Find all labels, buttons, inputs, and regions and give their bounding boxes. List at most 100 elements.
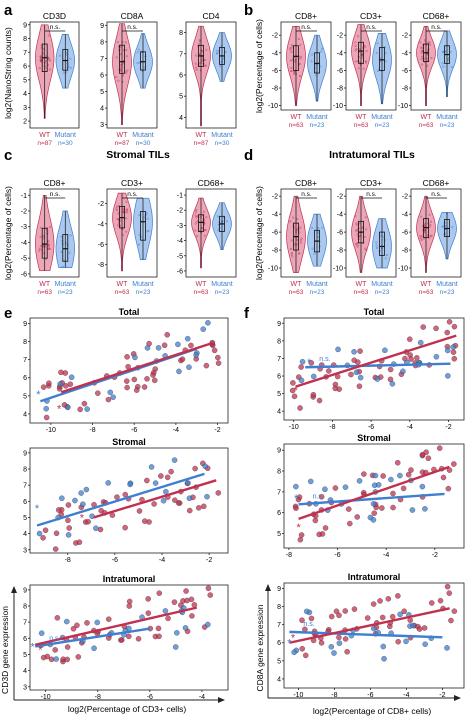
scatter-xtick-label: -8 xyxy=(331,692,337,699)
scatter-point-mutant xyxy=(185,480,191,486)
scatter-point-wt xyxy=(124,354,130,360)
violin-tick-label: -8 xyxy=(402,248,408,255)
scatter-point-mutant xyxy=(331,650,337,656)
scatter-point-mutant xyxy=(152,480,159,486)
scatter-point-wt xyxy=(205,585,212,591)
violin-tick-label: -4 xyxy=(402,212,408,219)
scatter-ytick-label: 4 xyxy=(277,409,281,416)
violin-point-wt xyxy=(354,44,357,47)
scatter-point-wt xyxy=(333,608,340,615)
scatter-ytick-label: 5 xyxy=(23,515,27,522)
xlabel-wt: WT xyxy=(39,281,51,288)
violin-group-d: log2(Percentage of cells) CD8+ -2 -4 -6 -8 -10… xyxy=(254,178,462,296)
violin-point-wt xyxy=(115,207,118,210)
violin-ylabel: log2(Percentage of cells) xyxy=(3,186,13,280)
scatter-point-mutant xyxy=(78,490,84,496)
scatter-point-wt xyxy=(347,520,353,527)
scatter-point-mutant xyxy=(59,495,65,501)
scatter-point-mutant xyxy=(38,630,45,636)
violin-point-wt xyxy=(365,249,368,252)
scatter-title: Total xyxy=(364,307,385,317)
violin-point-wt xyxy=(204,64,207,67)
scatter-point-mutant xyxy=(356,478,363,484)
scatter-ytick-label: 9 xyxy=(23,587,27,594)
scatter-point-wt xyxy=(168,468,174,475)
scatter-title: Stromal xyxy=(112,437,146,447)
xlabel-wt: WT xyxy=(421,114,433,121)
violin-point-mutant xyxy=(311,247,314,250)
violin-frame xyxy=(185,188,237,278)
violin-point-wt xyxy=(429,220,432,223)
violin-tick-label: -1 xyxy=(177,193,183,200)
violin-box-wt xyxy=(293,45,299,71)
count-wt: n=63 xyxy=(354,289,369,296)
scatter-xtick-label: -4 xyxy=(173,427,179,434)
scatter-point-wt xyxy=(408,356,414,362)
scatter-point-mutant xyxy=(353,369,360,376)
violin-title: CD68+ xyxy=(423,178,450,188)
violin-tick-label: 5 xyxy=(23,77,27,84)
violin-frame xyxy=(29,21,80,129)
scatter-xtick-label: -10 xyxy=(293,692,303,699)
violin-point-mutant xyxy=(317,227,320,230)
scatter-ytick-label: 9 xyxy=(277,321,281,328)
violin-frame xyxy=(280,188,332,278)
violin-point-wt xyxy=(115,56,118,59)
violin-point-wt xyxy=(300,55,303,58)
violin-point-wt xyxy=(364,247,367,250)
scatter-point-wt xyxy=(419,451,426,458)
scatter-point-wt xyxy=(158,473,164,479)
scatter-point-mutant xyxy=(351,349,357,355)
violin-point-wt xyxy=(354,41,357,44)
scatter-point-wt xyxy=(342,608,348,614)
violin-tick-label: 4 xyxy=(179,115,183,122)
violin-tick-label: -4 xyxy=(98,221,104,228)
scatter-point-wt xyxy=(133,387,140,393)
violin-point-wt xyxy=(419,41,422,44)
scatter-point-wt xyxy=(40,535,46,541)
violin-tick-label: -6 xyxy=(337,230,343,237)
scatter-xtick-label: -2 xyxy=(214,427,220,434)
scatter-point-mutant xyxy=(322,486,328,492)
count-mutant: n=23 xyxy=(58,289,73,296)
violin-point-wt xyxy=(289,48,292,51)
violin-point-mutant xyxy=(58,54,61,57)
scatter-point-mutant xyxy=(374,376,381,382)
regression-line-wt xyxy=(34,606,198,646)
scatter-point-wt xyxy=(188,596,195,603)
panel-letter-a: a xyxy=(4,2,13,19)
scatter-point-mutant xyxy=(65,532,72,538)
count-mutant: n=23 xyxy=(136,289,151,296)
scatter-xtick-label: -2 xyxy=(439,692,445,699)
violin-point-mutant xyxy=(136,62,139,65)
xlabel-mutant: Mutant xyxy=(55,281,76,288)
violin-point-mutant xyxy=(441,62,444,65)
scatter-point-wt xyxy=(302,652,309,659)
scatter-point-mutant xyxy=(202,463,209,470)
xlabel-wt: WT xyxy=(291,114,303,121)
xlabel-mutant: Mutant xyxy=(436,281,457,288)
violin-tick-label: -2 xyxy=(177,208,183,215)
scatter-point-wt xyxy=(118,637,124,643)
violin-point-mutant xyxy=(311,53,314,56)
violin-tick-label: -2 xyxy=(98,201,104,208)
scatter-point-wt xyxy=(40,654,47,661)
scatter-point-mutant xyxy=(382,347,388,354)
scatter-point-wt xyxy=(356,383,363,390)
scatter-point-wt xyxy=(297,536,304,543)
scatter-point-wt xyxy=(379,614,386,621)
scatter-point-wt xyxy=(54,615,61,621)
scatter-point-mutant xyxy=(83,486,90,493)
violin-point-wt xyxy=(428,41,431,44)
violin-point-wt xyxy=(205,216,208,219)
violin-title: CD68+ xyxy=(198,178,225,188)
scatter-title: Total xyxy=(119,307,140,317)
scatter-point-mutant xyxy=(175,341,181,348)
violin-point-wt xyxy=(292,216,295,219)
scatter-point-wt xyxy=(172,497,178,503)
scatter-point-wt xyxy=(141,384,148,390)
scatter-point-wt xyxy=(144,477,150,484)
